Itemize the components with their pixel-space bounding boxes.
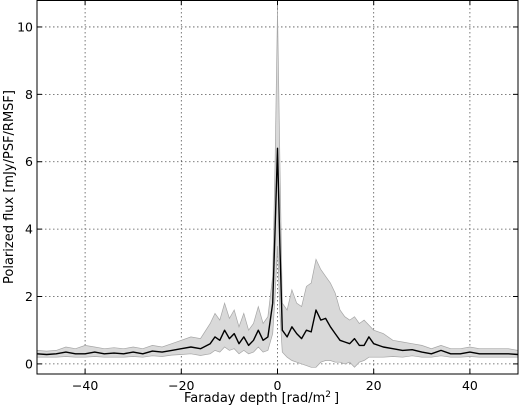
y-tick-label: 2 — [25, 289, 33, 304]
x-tick-label: 40 — [462, 378, 478, 393]
y-tick-label: 8 — [25, 87, 33, 102]
x-tick-label: −20 — [168, 378, 194, 393]
y-tick-label: 4 — [25, 222, 33, 237]
ticks — [37, 0, 518, 374]
y-tick-label: 6 — [25, 154, 33, 169]
y-axis-label: Polarized flux [mJy/PSF/RMSF] — [2, 90, 17, 284]
y-tick-label: 0 — [25, 356, 33, 371]
uncertainty-band — [36, 10, 519, 368]
x-axis-label: Faraday depth [rad/m2] — [184, 390, 339, 406]
x-tick-label: −40 — [72, 378, 98, 393]
tick-labels: −40 −20 0 20 40 0 2 4 6 8 10 — [17, 19, 478, 393]
x-tick-label: 20 — [366, 378, 382, 393]
y-tick-label: 10 — [17, 19, 33, 34]
x-tick-label: 0 — [274, 378, 282, 393]
series-line — [36, 147, 519, 356]
